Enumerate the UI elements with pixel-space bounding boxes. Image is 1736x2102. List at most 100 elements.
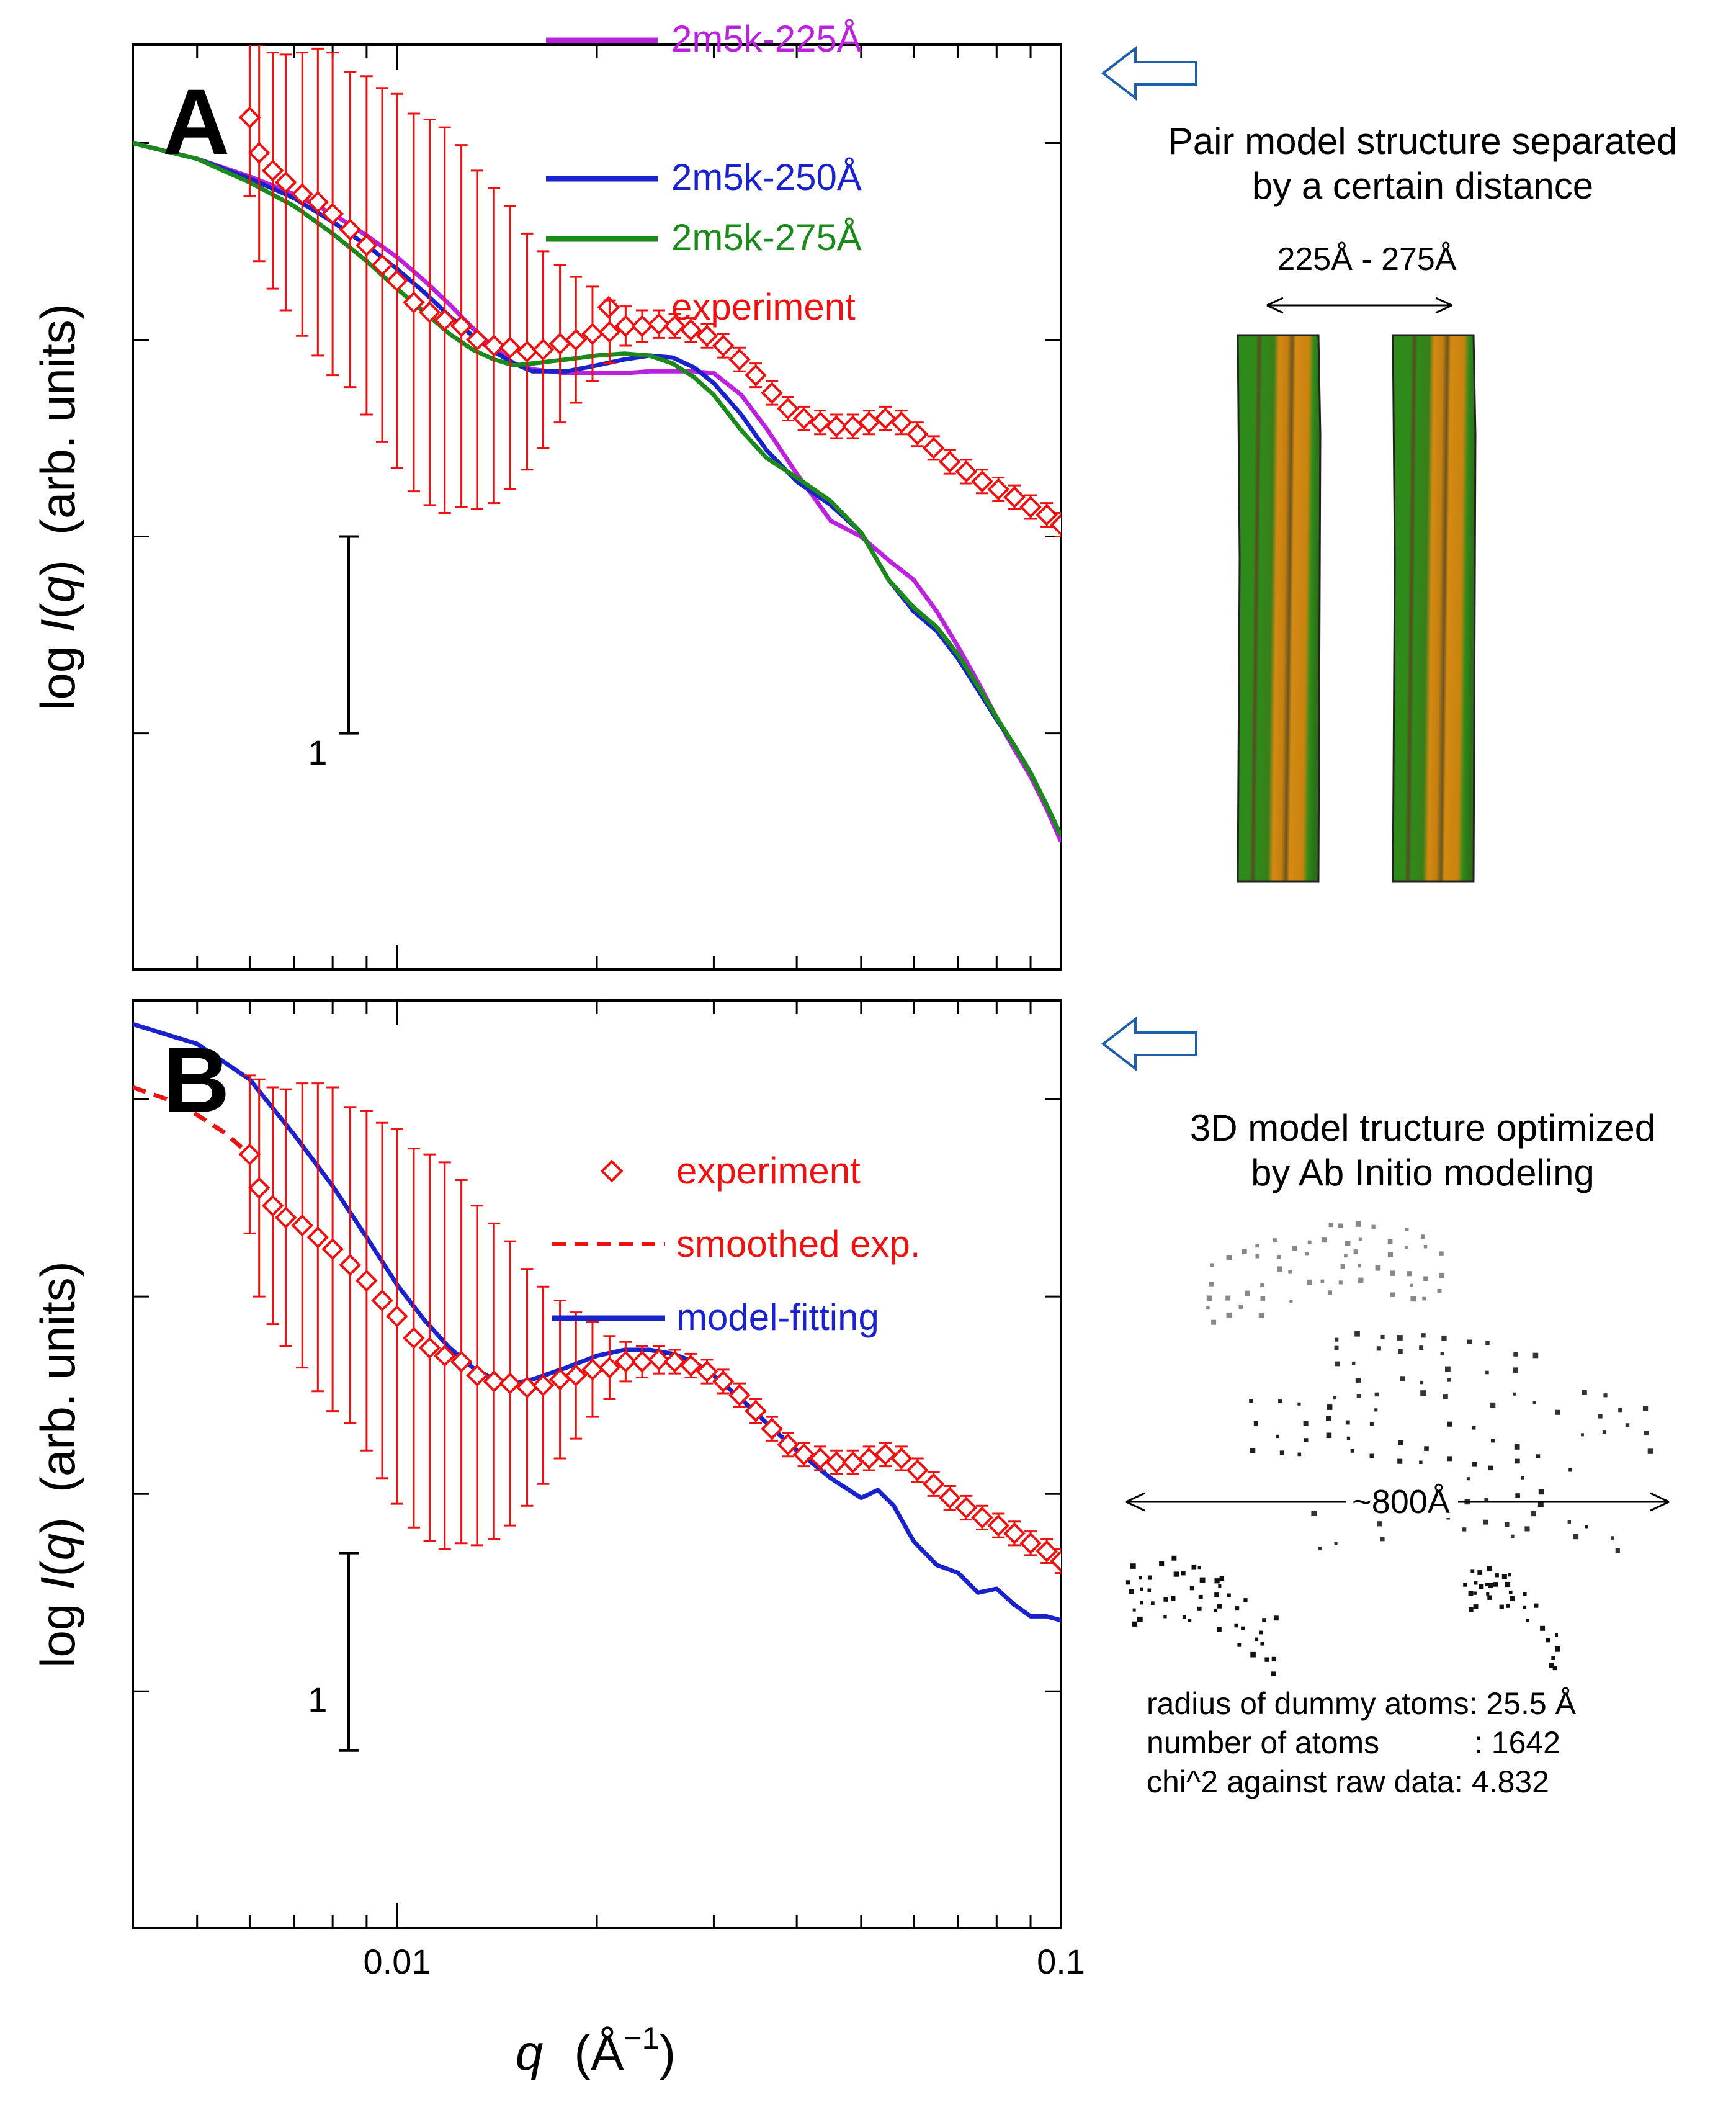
data-point (712, 1370, 735, 1393)
dummy-atom (1279, 1450, 1284, 1455)
x-tick-label-0.01: 0.01 (364, 1942, 431, 1981)
data-point (874, 407, 897, 430)
dummy-atom (1351, 1361, 1356, 1365)
data-point (248, 141, 271, 164)
dummy-atom (1546, 1638, 1550, 1643)
dummy-atom (1532, 1352, 1539, 1359)
dummy-atom (1514, 1444, 1520, 1450)
data-point (809, 411, 831, 434)
dummy-atom (1598, 1414, 1603, 1419)
dummy-atom (1235, 1606, 1240, 1611)
dummy-atom (1398, 1349, 1403, 1354)
dummy-atom (1374, 1392, 1379, 1397)
dummy-atom (1242, 1249, 1247, 1254)
dummy-atom (1334, 1542, 1338, 1545)
series-experiment-b (238, 1074, 1061, 1574)
legend-label-exp-a: experiment (671, 286, 856, 328)
dummy-atom (1536, 1454, 1541, 1458)
legend-marker-exp-a (597, 295, 620, 319)
dummy-atom (1238, 1304, 1243, 1309)
series-layer-a (133, 45, 1061, 843)
dummy-atom (1463, 1583, 1467, 1587)
pointer-arrow-a-icon (1101, 45, 1197, 101)
data-point (1050, 513, 1061, 536)
dummy-atom (1234, 1623, 1238, 1628)
dummy-atom (1151, 1601, 1155, 1605)
dummy-atom (1350, 1449, 1354, 1453)
dummy-atom (1523, 1592, 1527, 1596)
dummy-atom (1333, 1396, 1337, 1400)
data-point (261, 159, 284, 182)
dummy-atom (1335, 1361, 1340, 1367)
dummy-atom (1237, 1643, 1242, 1647)
dummy-atom (1487, 1595, 1492, 1600)
data-point (321, 1237, 344, 1260)
dummy-atom (1422, 1296, 1426, 1301)
data-point (648, 313, 670, 335)
dummy-atom (1568, 1468, 1572, 1472)
dummy-atom (1225, 1295, 1231, 1301)
data-point (728, 1384, 751, 1406)
data-point (874, 1443, 897, 1466)
scale-bar-a (339, 535, 359, 735)
dummy-atom (1376, 1346, 1381, 1351)
panel-a: 1 A 2m5k-225Å 2m5k-250Å 2m5k-275Å experi… (30, 18, 1062, 971)
legend-label-smoothed: smoothed exp. (676, 1223, 921, 1265)
data-point (339, 1254, 362, 1277)
dummy-atom (1508, 1590, 1513, 1594)
series-experiment-a (238, 45, 1061, 538)
dummy-atom (1371, 1224, 1376, 1229)
dummy-atom (1511, 1534, 1515, 1538)
dummy-atom (1585, 1525, 1588, 1529)
dummy-atom (1260, 1642, 1264, 1646)
ylabel-prefix-b: log (30, 1590, 85, 1668)
data-point (938, 451, 961, 473)
fibril-left (1237, 334, 1322, 883)
dummy-atom (1531, 1511, 1536, 1517)
dummy-atom (1437, 1288, 1442, 1293)
data-point (857, 1447, 880, 1470)
dummy-atom (1493, 1582, 1498, 1587)
dummy-atom (1532, 1401, 1536, 1404)
data-point (581, 323, 604, 345)
dummy-atom (1374, 1408, 1378, 1412)
data-point (248, 1177, 271, 1200)
data-point (922, 437, 945, 459)
dummy-atom (1253, 1421, 1258, 1426)
data-point (291, 1214, 314, 1237)
dummy-atom (1555, 1409, 1560, 1415)
xlabel-unit: (Å (574, 2025, 624, 2080)
data-point (987, 1514, 1010, 1537)
panel-b: 1 B experiment smoothed exp. model-fitti… (30, 999, 1085, 2080)
dummy-atom (1147, 1575, 1152, 1580)
dummy-atom (1490, 1439, 1495, 1443)
data-point (631, 1350, 653, 1373)
dummy-atom (1147, 1588, 1152, 1592)
dummy-atom (1390, 1292, 1395, 1297)
dummy-atom (1410, 1296, 1416, 1302)
data-point (971, 1506, 993, 1529)
data-point (386, 269, 408, 292)
dummy-atom (1217, 1604, 1222, 1609)
data-point (306, 1226, 329, 1249)
data-point (483, 335, 506, 357)
data-point (466, 328, 488, 351)
data-point (598, 1356, 621, 1379)
dummy-atom (1513, 1352, 1518, 1357)
dummy-atom (1250, 1651, 1256, 1658)
dummy-atom (1358, 1264, 1361, 1268)
data-point (777, 1433, 799, 1456)
dummy-atom (1199, 1577, 1206, 1583)
scale-bar-b (339, 1552, 359, 1752)
dummy-atom (1419, 1345, 1424, 1350)
data-point (356, 234, 378, 257)
data-point (922, 1473, 945, 1496)
data-point (483, 1370, 506, 1393)
data-point (403, 1327, 425, 1349)
fibril-right (1392, 334, 1477, 883)
series-2m5k-275--a (133, 141, 1061, 837)
dummy-atom (1423, 1276, 1428, 1281)
dummy-atom (1642, 1406, 1649, 1411)
dummy-atom (1326, 1432, 1332, 1439)
